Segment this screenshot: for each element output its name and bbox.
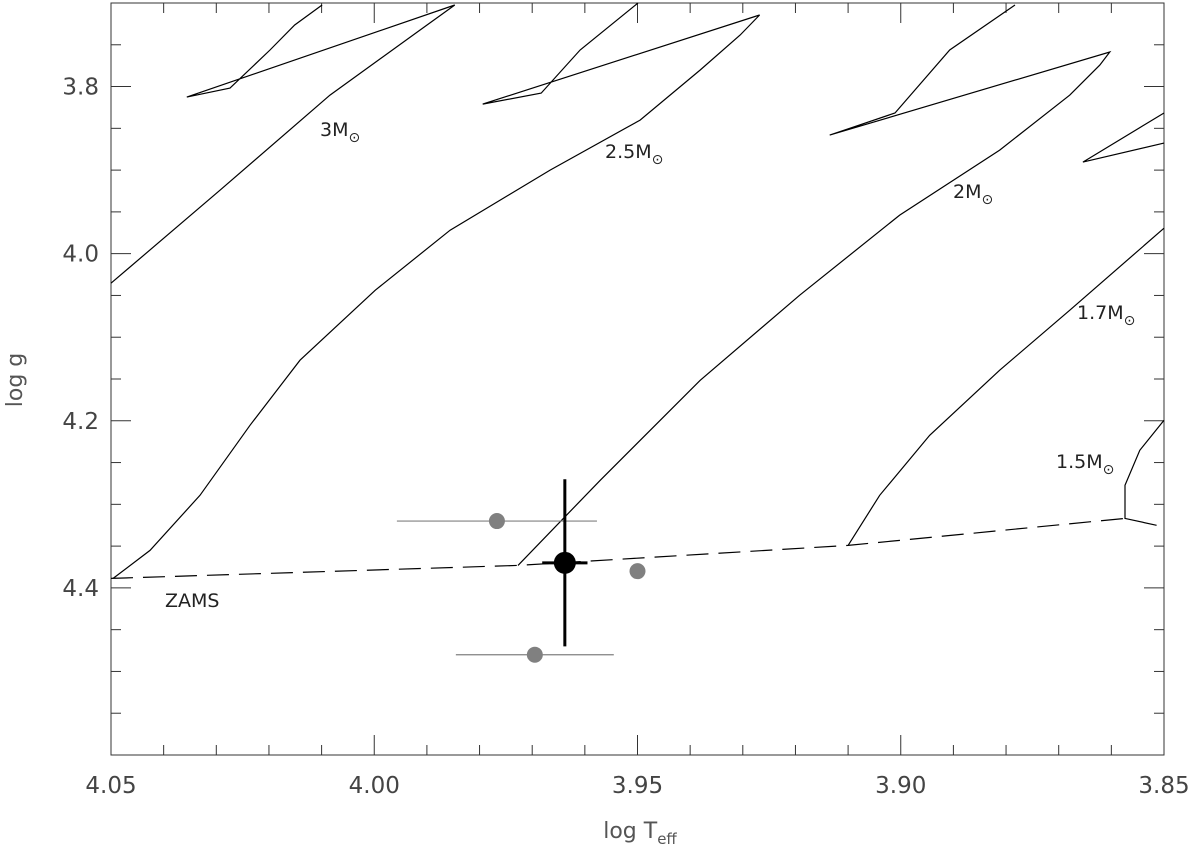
track-line [847, 112, 1165, 546]
track-label-sun: ⊙ [1103, 462, 1115, 478]
x-axis-title-main: log T [603, 819, 658, 844]
y-axis-title: log g [3, 353, 28, 408]
track-line [1124, 419, 1165, 526]
x-axis-title-sub: eff [657, 830, 677, 848]
star-point [629, 563, 646, 580]
track-line [112, 2, 761, 579]
track-label: 1.5M⊙ [1056, 451, 1114, 478]
track-line [517, 4, 1112, 566]
star-point [553, 551, 576, 574]
track-label-mass: 2M [953, 181, 981, 203]
track-label: 1.7M⊙ [1077, 302, 1135, 329]
track-label-sun: ⊙ [981, 192, 993, 208]
track-label: 3M⊙ [320, 119, 360, 146]
track-label: 2M⊙ [953, 181, 993, 208]
y-tick-label: 4.2 [62, 409, 99, 435]
plot-frame [110, 2, 1165, 756]
y-tick-label: 3.8 [62, 75, 99, 101]
track-label: 2.5M⊙ [605, 141, 663, 168]
x-tick-label: 4.05 [85, 773, 136, 799]
track-label-mass: 1.5M [1056, 451, 1103, 473]
y-tick-label: 4.4 [62, 576, 99, 602]
x-axis-title: log Teff [603, 819, 677, 848]
track-label-sun: ⊙ [652, 152, 664, 168]
track-line [110, 4, 456, 284]
track-label-mass: 3M [320, 119, 348, 141]
star-point [488, 513, 505, 530]
x-tick-label: 3.90 [875, 773, 926, 799]
star-point [526, 646, 543, 663]
track-label-sun: ⊙ [348, 130, 360, 146]
track-label-sun: ⊙ [1124, 313, 1136, 329]
zams-line [110, 517, 1126, 579]
x-tick-label: 3.95 [612, 773, 663, 799]
track-label-mass: 1.7M [1077, 302, 1124, 324]
y-tick-label: 4.0 [62, 242, 99, 268]
x-tick-label: 4.00 [349, 773, 400, 799]
x-tick-label: 3.85 [1138, 773, 1189, 799]
zams-label: ZAMS [165, 590, 219, 612]
track-label-mass: 2.5M [605, 141, 652, 163]
